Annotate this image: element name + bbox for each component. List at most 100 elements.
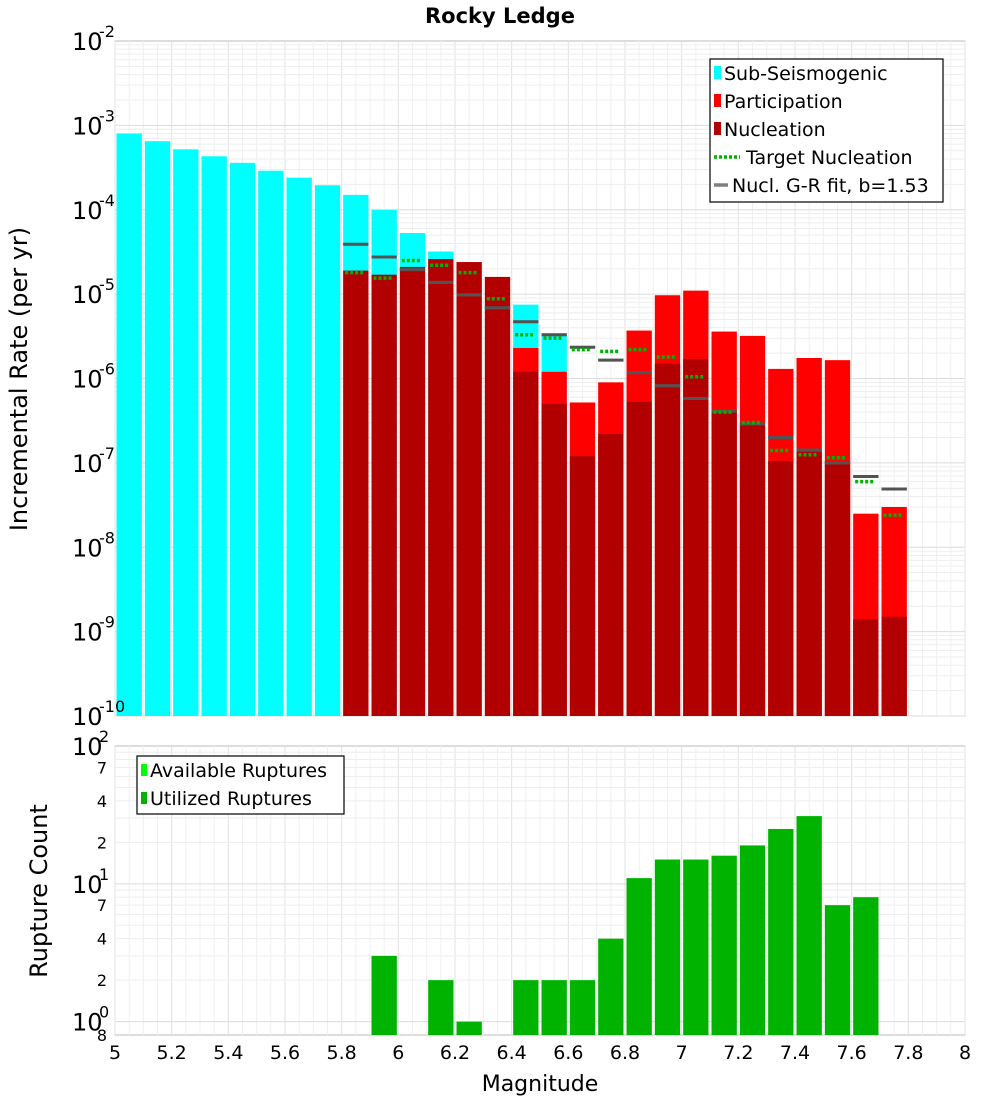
legend-label-subseismogenic: Sub-Seismogenic xyxy=(724,63,888,85)
rate-panel: 10-210-310-410-510-610-710-810-910-10 In… xyxy=(5,22,966,731)
rate-y-tick-exponent: -9 xyxy=(99,613,115,632)
rate-y-tick-exponent: -2 xyxy=(99,22,115,41)
sub-seismogenic-bar xyxy=(286,177,312,716)
utilized-ruptures-bar xyxy=(711,855,737,1035)
count-y-tick-exponent: 0 xyxy=(99,1003,109,1022)
legend-label-utilized: Utilized Ruptures xyxy=(150,788,312,810)
sub-seismogenic-bar xyxy=(201,156,227,717)
utilized-ruptures-bar xyxy=(654,859,681,1035)
count-y-minor-label: 7 xyxy=(97,758,107,777)
legend-label-available: Available Ruptures xyxy=(150,760,327,782)
legend-swatch-participation xyxy=(714,94,721,107)
legend-label-gr-fit: Nucl. G-R fit, b=1.53 xyxy=(732,175,929,197)
count-y-minor-label: 7 xyxy=(97,896,107,915)
x-tick-label: 5.2 xyxy=(157,1042,187,1064)
rate-legend: Sub-Seismogenic Participation Nucleation… xyxy=(709,58,944,203)
nucleation-bar xyxy=(824,461,851,716)
legend-swatch-subseismogenic xyxy=(714,66,721,79)
count-y-tick-label: 10 xyxy=(72,733,103,761)
rate-y-axis-label: Incremental Rate (per yr) xyxy=(5,227,33,531)
rate-y-tick-label: 10 xyxy=(72,450,103,478)
nucleation-bar xyxy=(598,433,624,716)
count-y-minor-label: 2 xyxy=(97,971,107,990)
count-legend-box xyxy=(136,755,345,815)
utilized-ruptures-bar xyxy=(853,897,879,1035)
x-ticks: 5 5.2 5.4 5.6 5.8 6 6.2 6.4 6.6 6.8 7 7.2 7.4 7.6 7.8 8 xyxy=(109,1042,971,1064)
x-tick-label: 7.4 xyxy=(780,1042,810,1064)
utilized-ruptures-bar xyxy=(768,828,794,1035)
nucleation-bar xyxy=(456,262,482,716)
nucleation-bar xyxy=(654,363,681,716)
rate-y-tick-label: 10 xyxy=(72,534,103,562)
x-tick-label: 5 xyxy=(109,1042,121,1064)
sub-seismogenic-bar xyxy=(173,149,199,716)
nucleation-bar xyxy=(428,259,454,716)
legend-label-participation: Participation xyxy=(724,91,843,113)
count-y-tick-label: 10 xyxy=(72,1009,103,1037)
x-tick-label: 7.2 xyxy=(723,1042,753,1064)
rate-y-tick-label: 10 xyxy=(72,281,103,309)
x-tick-label: 5.4 xyxy=(213,1042,243,1064)
nucleation-bar xyxy=(711,410,737,716)
utilized-ruptures-bar xyxy=(824,905,851,1035)
nucleation-bar xyxy=(626,401,652,716)
sub-seismogenic-bar xyxy=(144,141,171,717)
utilized-ruptures-bar xyxy=(513,980,539,1035)
count-y-minor-label: 2 xyxy=(97,833,107,852)
count-y-minor-label: 4 xyxy=(97,792,107,811)
rate-y-tick-exponent: -8 xyxy=(99,528,115,547)
nucleation-bar xyxy=(484,276,511,716)
count-bars xyxy=(371,816,879,1035)
x-axis-label: Magnitude xyxy=(482,1072,599,1097)
x-tick-label: 6 xyxy=(392,1042,404,1064)
nucleation-bar xyxy=(739,425,766,716)
rate-y-tick-label: 10 xyxy=(72,112,103,140)
nucleation-bar xyxy=(399,266,426,716)
count-y-axis-label: Rupture Count xyxy=(25,804,53,978)
utilized-ruptures-bar xyxy=(569,980,596,1035)
nucleation-bar xyxy=(513,371,539,716)
count-y-tick-exponent: 1 xyxy=(99,865,109,884)
rate-y-tick-label: 10 xyxy=(72,197,103,225)
nucleation-bar xyxy=(683,359,709,716)
utilized-ruptures-bar xyxy=(598,938,624,1035)
rate-y-tick-exponent: -6 xyxy=(99,360,115,379)
x-tick-label: 7.8 xyxy=(893,1042,923,1064)
legend-label-target-nucleation: Target Nucleation xyxy=(745,147,913,169)
x-tick-label: 6.4 xyxy=(497,1042,527,1064)
x-tick-label: 6.2 xyxy=(440,1042,470,1064)
count-y-tick-label: 10 xyxy=(72,871,103,899)
nucleation-bar xyxy=(881,616,907,716)
x-tick-label: 7 xyxy=(676,1042,688,1064)
x-tick-label: 6.6 xyxy=(553,1042,583,1064)
legend-swatch-nucleation xyxy=(714,122,721,135)
utilized-ruptures-bar xyxy=(626,878,652,1035)
x-tick-label: 5.8 xyxy=(327,1042,357,1064)
utilized-ruptures-bar xyxy=(371,955,397,1035)
nucleation-bar xyxy=(569,456,596,716)
sub-seismogenic-bar xyxy=(258,170,284,716)
sub-seismogenic-bar xyxy=(229,162,256,716)
sub-seismogenic-bar xyxy=(116,133,142,717)
legend-swatch-utilized xyxy=(141,792,147,804)
rate-y-tick-exponent: -7 xyxy=(99,444,115,463)
rate-y-tick-exponent: -3 xyxy=(99,106,115,125)
rate-y-tick-label: 10 xyxy=(72,619,103,647)
rate-y-tick-label: 10 xyxy=(72,28,103,56)
count-y-tick-exponent: 2 xyxy=(99,727,109,746)
x-tick-label: 5.6 xyxy=(270,1042,300,1064)
utilized-ruptures-bar xyxy=(683,859,709,1035)
rate-bars xyxy=(116,133,907,717)
nucleation-bar xyxy=(343,270,369,716)
chart-title: Rocky Ledge xyxy=(425,4,575,28)
rate-y-tick-exponent: -10 xyxy=(99,697,125,716)
utilized-ruptures-bar xyxy=(428,980,454,1035)
x-tick-label: 7.6 xyxy=(837,1042,867,1064)
count-legend: Available Ruptures Utilized Ruptures xyxy=(136,755,345,815)
utilized-ruptures-bar xyxy=(456,1021,482,1035)
rate-legend-box xyxy=(709,58,944,203)
legend-swatch-available xyxy=(141,764,147,776)
